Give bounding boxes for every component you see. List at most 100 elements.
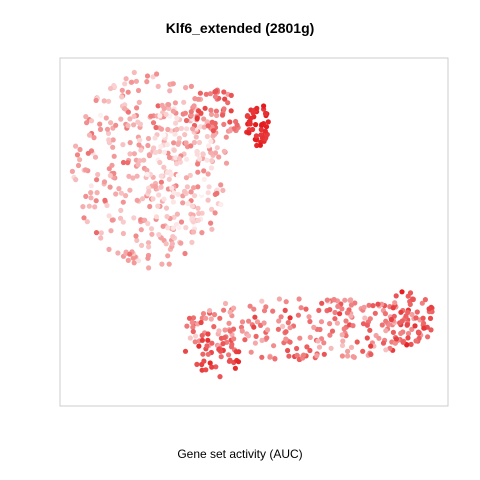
data-point (188, 189, 194, 195)
data-point (138, 147, 144, 153)
data-point (200, 151, 206, 157)
data-point (69, 168, 75, 174)
data-point (85, 150, 91, 156)
data-point (147, 203, 153, 210)
points-layer (69, 69, 435, 380)
data-point (150, 196, 156, 202)
data-point (343, 318, 349, 324)
data-point (74, 152, 81, 158)
plot-border (59, 57, 449, 407)
data-point (152, 183, 158, 190)
data-point (180, 200, 186, 206)
data-point (83, 167, 89, 173)
data-point (206, 184, 212, 190)
data-point (226, 320, 232, 326)
data-point (191, 139, 197, 146)
data-point (405, 330, 412, 337)
data-point (120, 230, 126, 237)
data-point (161, 164, 167, 170)
data-point (145, 221, 151, 227)
data-point (157, 148, 163, 155)
data-point (158, 143, 164, 150)
data-point (347, 297, 353, 303)
data-point (413, 338, 419, 344)
data-point (319, 300, 325, 306)
data-point (380, 340, 387, 346)
data-point (170, 225, 176, 231)
data-point (120, 199, 126, 205)
data-point (414, 309, 420, 315)
data-point (176, 135, 182, 141)
data-point (345, 348, 351, 354)
data-point (184, 126, 190, 132)
data-point (144, 73, 151, 79)
data-point (387, 345, 393, 351)
data-point (270, 308, 276, 314)
data-point (158, 179, 164, 185)
data-point (189, 239, 195, 245)
data-point (145, 240, 152, 246)
data-point (208, 316, 214, 322)
data-point (127, 251, 133, 257)
data-point (205, 190, 211, 196)
data-point (211, 324, 217, 330)
data-point (339, 332, 345, 338)
data-point (294, 345, 300, 352)
data-point (415, 329, 421, 335)
data-point (164, 169, 171, 175)
data-point (102, 197, 108, 203)
data-point (251, 324, 257, 330)
data-point (190, 215, 196, 221)
data-point (209, 364, 215, 370)
data-point (203, 91, 209, 97)
data-point (94, 190, 100, 196)
data-point (285, 347, 291, 354)
data-point (116, 186, 122, 192)
data-point (131, 122, 137, 128)
data-point (120, 219, 126, 225)
data-point (115, 250, 121, 256)
data-point (166, 261, 172, 267)
data-point (144, 79, 150, 85)
data-point (195, 205, 201, 211)
data-point (155, 103, 161, 109)
data-point (259, 337, 265, 343)
data-point (222, 96, 228, 102)
data-point (198, 319, 204, 326)
data-point (344, 310, 350, 316)
data-point (244, 113, 251, 119)
data-point (146, 188, 152, 194)
data-point (390, 329, 396, 335)
data-point (364, 322, 370, 328)
data-point (199, 332, 205, 339)
data-point (131, 69, 137, 76)
data-point (193, 333, 199, 339)
data-point (102, 191, 108, 197)
data-point (188, 83, 194, 89)
data-point (184, 156, 190, 162)
data-point (175, 191, 181, 197)
data-point (208, 165, 215, 171)
data-point (197, 90, 203, 96)
data-point (117, 215, 124, 221)
data-point (335, 303, 341, 309)
data-point (88, 118, 95, 124)
data-point (204, 343, 210, 349)
data-point (171, 190, 177, 196)
data-point (231, 126, 237, 132)
data-point (84, 120, 90, 126)
data-point (98, 112, 104, 118)
data-point (169, 241, 175, 247)
data-point (134, 237, 140, 243)
data-point (252, 314, 258, 320)
data-point (109, 217, 115, 223)
data-point (218, 354, 224, 360)
data-point (354, 339, 360, 345)
data-point (262, 128, 268, 134)
data-point (127, 187, 133, 193)
data-point (110, 137, 116, 143)
data-point (264, 335, 270, 341)
data-point (303, 306, 309, 312)
data-point (207, 91, 213, 97)
data-point (88, 183, 94, 189)
